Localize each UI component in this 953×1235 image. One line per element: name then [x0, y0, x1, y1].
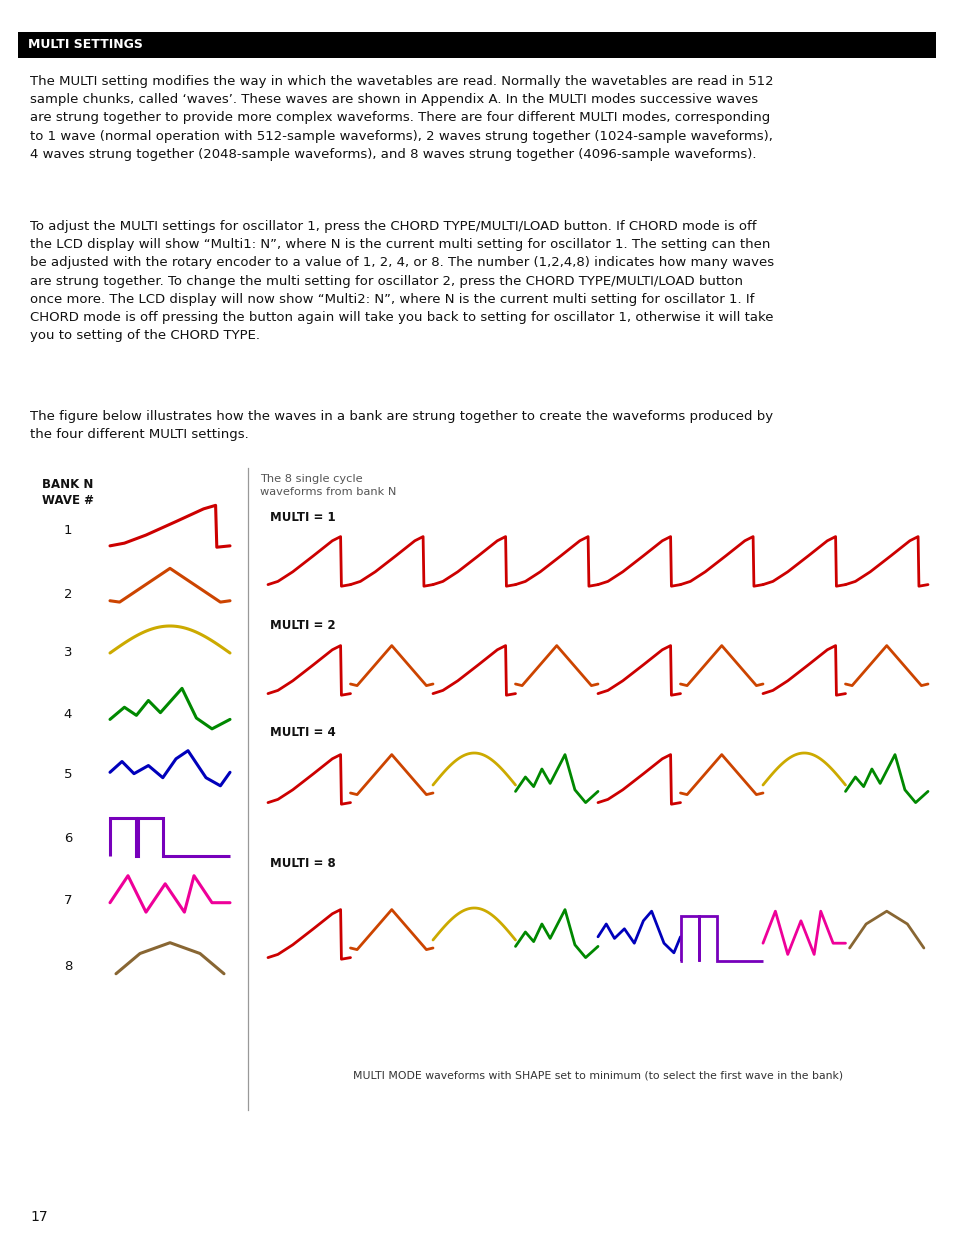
Text: 4: 4 — [64, 708, 72, 720]
Text: 1: 1 — [64, 525, 72, 537]
Text: MULTI = 1: MULTI = 1 — [270, 511, 335, 524]
Text: 8: 8 — [64, 961, 72, 973]
Text: 2: 2 — [64, 588, 72, 600]
Text: BANK N
WAVE #: BANK N WAVE # — [42, 478, 93, 508]
Bar — [18, 32, 935, 58]
Text: 7: 7 — [64, 893, 72, 906]
Text: The 8 single cycle
waveforms from bank N: The 8 single cycle waveforms from bank N — [260, 474, 395, 496]
Text: MULTI = 4: MULTI = 4 — [270, 726, 335, 739]
Text: The figure below illustrates how the waves in a bank are strung together to crea: The figure below illustrates how the wav… — [30, 410, 772, 441]
Text: 6: 6 — [64, 831, 72, 845]
Text: 17: 17 — [30, 1210, 48, 1224]
Text: MULTI = 2: MULTI = 2 — [270, 619, 335, 632]
Text: MULTI = 8: MULTI = 8 — [270, 857, 335, 869]
Text: MULTI MODE waveforms with SHAPE set to minimum (to select the first wave in the : MULTI MODE waveforms with SHAPE set to m… — [353, 1070, 842, 1079]
Text: MULTI SETTINGS: MULTI SETTINGS — [28, 38, 143, 52]
Text: 3: 3 — [64, 646, 72, 659]
Text: 5: 5 — [64, 768, 72, 782]
Text: The MULTI setting modifies the way in which the wavetables are read. Normally th: The MULTI setting modifies the way in wh… — [30, 75, 773, 161]
Text: To adjust the MULTI settings for oscillator 1, press the CHORD TYPE/MULTI/LOAD b: To adjust the MULTI settings for oscilla… — [30, 220, 773, 342]
